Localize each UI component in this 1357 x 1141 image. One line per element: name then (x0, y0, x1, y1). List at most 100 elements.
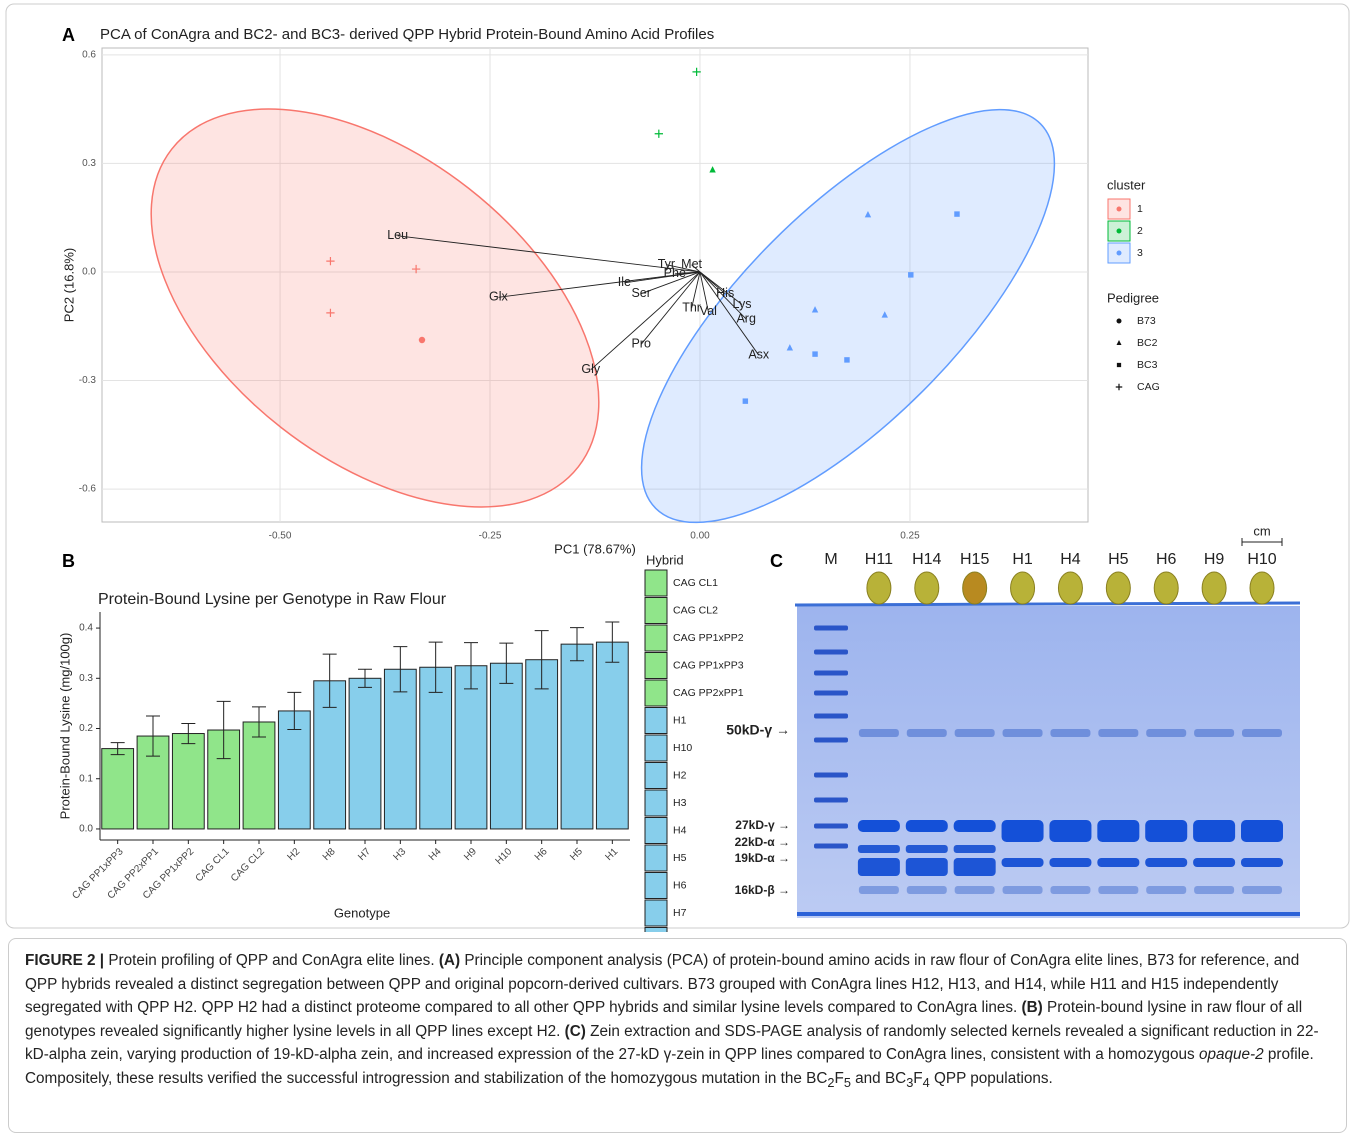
kernel (867, 572, 891, 604)
band (1145, 858, 1187, 867)
band (1002, 820, 1044, 842)
caption-text: and BC (851, 1070, 906, 1087)
y-tick-label: 0.2 (79, 723, 93, 734)
legend-label: H7 (673, 907, 687, 919)
legend-key (645, 928, 667, 933)
bar (490, 663, 522, 829)
bar-panel: B Protein-Bound Lysine per Genotype in R… (57, 551, 743, 932)
legend-key (1117, 319, 1122, 324)
lane-label: H15 (960, 551, 989, 568)
band (1193, 820, 1235, 842)
bar (243, 722, 275, 829)
pca-panel: A PCA of ConAgra and BC2- and BC3- deriv… (61, 25, 1159, 587)
ladder-band (814, 824, 848, 829)
loading-label: Ser (631, 286, 650, 300)
band (1003, 729, 1043, 737)
panel-label: C (770, 551, 783, 571)
bar (455, 666, 487, 829)
legend-key (645, 570, 667, 596)
x-tick-label: H10 (494, 846, 515, 867)
caption-text: (C) (565, 1023, 586, 1040)
band (1145, 820, 1187, 842)
bar (384, 669, 416, 829)
y-tick-label: 0.0 (82, 267, 96, 278)
x-tick-label: 0.25 (900, 531, 920, 542)
x-tick-label: H3 (391, 846, 408, 863)
band (906, 845, 948, 853)
chart-title: Protein-Bound Lysine per Genotype in Raw… (98, 591, 447, 608)
legend-label: H2 (673, 769, 687, 781)
legend-label: 2 (1137, 225, 1143, 237)
chart-title: PCA of ConAgra and BC2- and BC3- derived… (100, 26, 714, 43)
kernel (963, 572, 987, 604)
y-axis-label: PC2 (16.8%) (61, 248, 76, 322)
band (1002, 858, 1044, 867)
band (1193, 858, 1235, 867)
x-tick-label: H2 (285, 846, 302, 863)
band (955, 886, 995, 894)
legend-label: H4 (673, 824, 687, 836)
bar (172, 734, 204, 829)
y-tick-label: 0.4 (79, 623, 93, 634)
y-tick-label: 0.3 (79, 673, 93, 684)
caption-text: (B) (1022, 999, 1043, 1016)
y-tick-label: -0.6 (79, 484, 97, 495)
kernel (1058, 572, 1082, 604)
ladder-band (814, 626, 848, 631)
lane-label: H14 (912, 551, 941, 568)
loading-label: Arg (736, 311, 756, 325)
y-tick-label: 0.1 (79, 773, 93, 784)
bar (102, 749, 134, 829)
caption-text: Protein profiling of QPP and ConAgra eli… (104, 952, 439, 969)
bar (596, 642, 628, 829)
band (1242, 729, 1282, 737)
legend-key (1116, 384, 1123, 391)
x-tick-label: CAG CL1 (194, 846, 232, 884)
ladder-band (814, 773, 848, 778)
legend-label: CAG (1137, 381, 1160, 393)
loading-label: Lys (732, 297, 751, 311)
panel-label: A (62, 25, 75, 45)
legend-label: H6 (673, 879, 687, 891)
x-tick-label: -0.50 (269, 531, 292, 542)
legend-key (645, 845, 667, 871)
band (1098, 729, 1138, 737)
legend-label: CAG CL2 (673, 604, 718, 616)
y-tick-label: 0.0 (79, 824, 93, 835)
loading-label: Met (681, 257, 702, 271)
band (907, 729, 947, 737)
y-tick-label: -0.3 (79, 375, 97, 386)
legend-label: H1 (673, 714, 687, 726)
ladder-band (814, 738, 848, 743)
legend-label: H3 (673, 797, 687, 809)
marker-label: 19kD-α → (735, 851, 790, 865)
legend-title: cluster (1107, 177, 1146, 192)
band (1049, 858, 1091, 867)
band (954, 845, 996, 853)
caption-text: 4 (923, 1075, 930, 1090)
legend-title: Pedigree (1107, 290, 1159, 305)
loading-label: Glx (489, 290, 509, 304)
band (955, 729, 995, 737)
kernel (1154, 572, 1178, 604)
band (858, 858, 900, 876)
kernel (915, 572, 939, 604)
legend-key (645, 598, 667, 624)
band (906, 820, 948, 832)
band (1003, 886, 1043, 894)
point (954, 211, 959, 216)
x-tick-label: H9 (462, 846, 479, 863)
x-tick-label: H5 (568, 846, 585, 863)
page: A PCA of ConAgra and BC2- and BC3- deriv… (0, 0, 1357, 1141)
caption-text: F (913, 1070, 922, 1087)
loading-label: Gly (581, 362, 601, 376)
ladder-band (814, 798, 848, 803)
band (1241, 820, 1283, 842)
marker-label: 22kD-α → (735, 835, 790, 849)
lane-label: H9 (1204, 551, 1225, 568)
x-axis-label: Genotype (334, 905, 390, 920)
band (954, 820, 996, 832)
loading-label: Pro (631, 337, 651, 351)
gel-panel: C cm MH11H14H15H1H4H5H6H9H1050kD-γ →27kD… (726, 523, 1300, 918)
caption-text: QPP populations. (930, 1070, 1053, 1087)
